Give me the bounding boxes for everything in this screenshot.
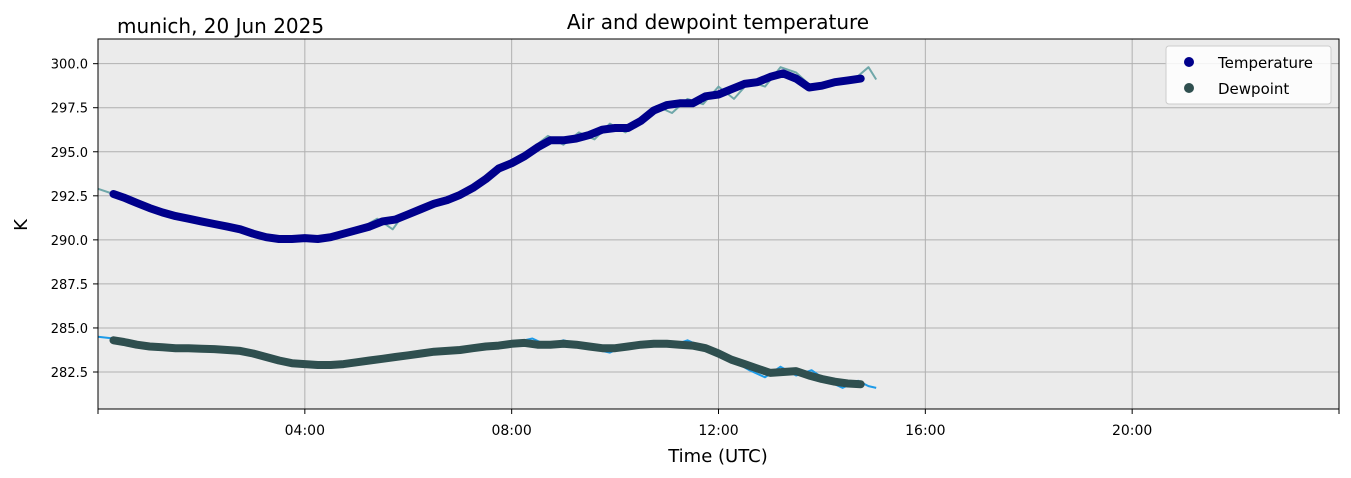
y-tick-label: 287.5	[51, 278, 88, 293]
x-tick-label: 04:00	[285, 423, 325, 439]
legend-label-dewpoint: Dewpoint	[1218, 80, 1289, 98]
x-tick-label: 08:00	[491, 423, 531, 439]
axis-ticks: 04:00 08:00 12:00 16:00 20:00 282.5 285.0 287.5…	[51, 58, 1340, 439]
y-tick-label: 300.0	[51, 58, 88, 73]
legend: Temperature Dewpoint	[1165, 45, 1332, 105]
legend-marker-dewpoint	[1184, 83, 1194, 93]
x-tick-label: 12:00	[698, 423, 738, 439]
y-tick-label: 297.5	[51, 102, 88, 117]
legend-marker-temperature	[1184, 57, 1194, 67]
series-dewpoint	[109, 336, 865, 389]
location-date-label: munich, 20 Jun 2025	[117, 14, 324, 38]
y-axis-label: K	[11, 218, 32, 231]
legend-label-temperature: Temperature	[1217, 54, 1313, 72]
y-tick-label: 285.0	[51, 322, 88, 337]
series-temperature	[109, 69, 865, 243]
legend-box	[1165, 45, 1332, 105]
series-layer	[97, 66, 878, 389]
y-tick-label: 282.5	[51, 366, 88, 381]
x-tick-label: 16:00	[905, 423, 945, 439]
x-axis-label: Time (UTC)	[667, 446, 768, 467]
y-tick-label: 292.5	[51, 190, 88, 205]
y-tick-label: 295.0	[51, 146, 88, 161]
x-tick-label: 20:00	[1112, 423, 1152, 439]
chart-title: Air and dewpoint temperature	[567, 10, 869, 34]
y-tick-label: 290.0	[51, 234, 88, 249]
